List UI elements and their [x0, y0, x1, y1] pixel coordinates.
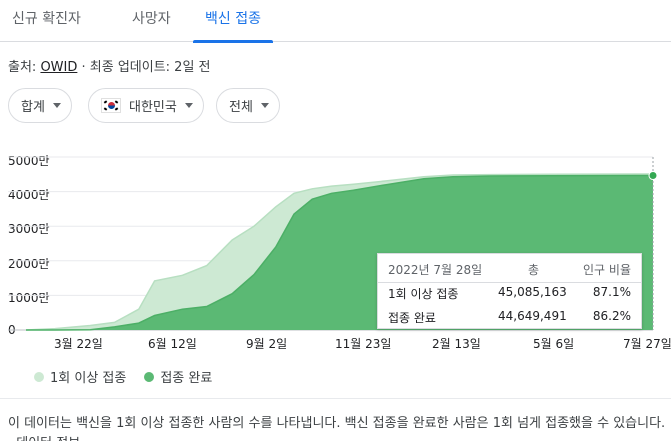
x-tick-label: 11월 23일: [335, 337, 392, 351]
line-fully-vaccinated: [26, 174, 654, 331]
tab-vaccination[interactable]: 백신 접종: [193, 8, 273, 43]
last-updated: · 최종 업데이트: 2일 전: [77, 60, 211, 75]
metric-dropdown-label: 합계: [21, 100, 45, 115]
tooltip-row-pct: 87.1%: [592, 285, 631, 299]
chevron-down-icon: [184, 103, 193, 108]
range-dropdown[interactable]: 전체: [216, 88, 280, 123]
tooltip-row-pct: 86.2%: [592, 309, 631, 323]
chart-tooltip: 2022년 7월 28일 총 인구 비율 1회 이상 접종 45,085,163…: [377, 253, 642, 329]
tooltip-row: 1회 이상 접종 45,085,163 87.1%: [388, 285, 631, 307]
x-tick-label: 7월 27일: [623, 337, 671, 351]
y-tick-label: 3000만: [8, 222, 50, 236]
source-prefix: 출처:: [8, 60, 41, 75]
chart-legend: 1회 이상 접종 접종 완료: [34, 367, 212, 386]
legend-label: 접종 완료: [160, 371, 213, 386]
hover-point: [648, 171, 658, 181]
korea-flag-icon: [101, 98, 121, 113]
tooltip-date: 2022년 7월 28일: [388, 263, 483, 277]
data-description: 이 데이터는 백신을 1회 이상 접종한 사람의 수를 나타냅니다. 백신 접종…: [8, 416, 666, 441]
legend-label: 1회 이상 접종: [50, 371, 127, 386]
source-line: 출처: OWID · 최종 업데이트: 2일 전: [8, 56, 211, 75]
x-tick-label: 5월 6일: [533, 337, 575, 351]
y-tick-label: 1000만: [8, 291, 50, 305]
chevron-down-icon: [260, 103, 269, 108]
line-first-dose: [25, 173, 654, 331]
metric-dropdown[interactable]: 합계: [8, 88, 72, 123]
region-dropdown[interactable]: 대한민국: [88, 88, 204, 123]
legend-item-fully-vaccinated[interactable]: 접종 완료: [144, 367, 212, 386]
legend-swatch: [34, 371, 44, 382]
tooltip-col-pct: 인구 비율: [583, 263, 631, 277]
tab-new-cases[interactable]: 신규 확진자: [12, 11, 81, 27]
region-dropdown-label: 대한민국: [129, 100, 177, 115]
legend-swatch: [144, 371, 155, 382]
tooltip-row: 접종 완료 44,649,491 86.2%: [388, 309, 631, 331]
tooltip-row-total: 44,649,491: [498, 309, 567, 323]
tooltip-row-label: 1회 이상 접종: [388, 287, 459, 301]
range-dropdown-label: 전체: [229, 100, 253, 115]
source-link-owid[interactable]: OWID: [40, 60, 78, 75]
tooltip-row-total: 45,085,163: [498, 285, 567, 299]
x-tick-label: 6월 12일: [148, 337, 197, 351]
chevron-down-icon: [52, 103, 61, 108]
tab-bar: 신규 확진자 사망자 백신 접종: [0, 0, 671, 43]
x-tick-label: 2월 13일: [432, 337, 481, 351]
legend-item-first-dose[interactable]: 1회 이상 접종: [34, 367, 126, 386]
tooltip-header: 2022년 7월 28일 총 인구 비율: [388, 261, 631, 283]
x-tick-label: 3월 22일: [54, 337, 103, 351]
tooltip-col-total: 총: [528, 263, 540, 277]
tooltip-row-label: 접종 완료: [388, 311, 436, 325]
x-tick-label: 9월 2일: [246, 337, 288, 351]
tab-deaths[interactable]: 사망자: [132, 11, 171, 27]
